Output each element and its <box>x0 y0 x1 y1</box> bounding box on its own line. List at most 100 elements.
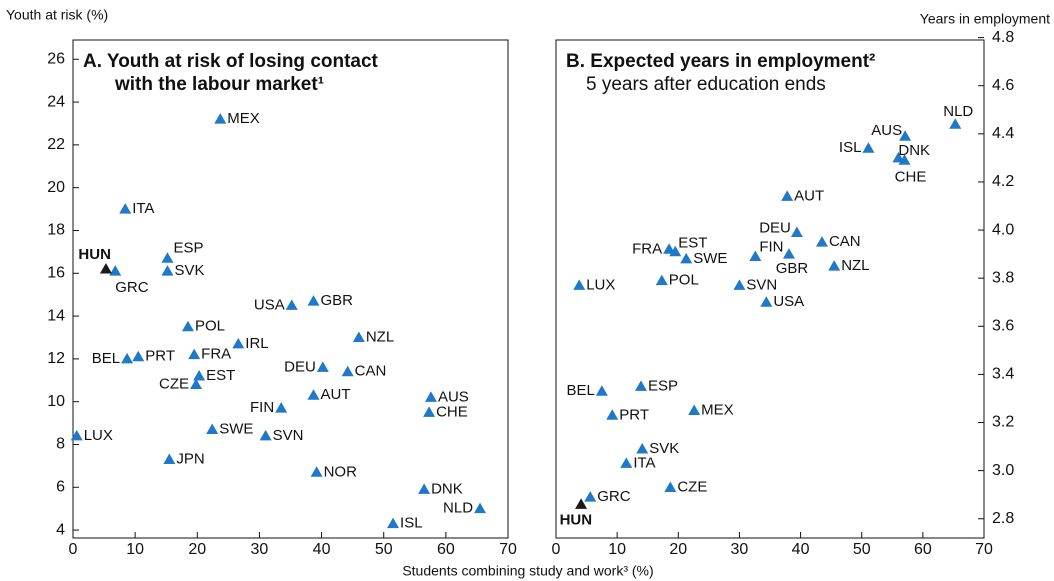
data-point <box>352 331 365 342</box>
point-label: CHE <box>895 168 927 185</box>
data-point <box>474 502 487 514</box>
point-label: ISL <box>400 515 423 532</box>
data-point <box>132 350 145 362</box>
point-label: LUX <box>586 276 615 293</box>
y-tick-label: 10 <box>47 393 65 410</box>
y-axis-title-left: Youth at risk (%) <box>6 7 108 23</box>
data-point <box>573 279 586 290</box>
y-tick-label: 16 <box>47 264 65 281</box>
point-label: USA <box>254 296 285 313</box>
point-label: MEX <box>701 401 734 418</box>
highlight-label: HUN <box>560 511 593 528</box>
point-label: NLD <box>443 500 473 517</box>
y-tick-label: 3.6 <box>992 318 1014 335</box>
point-label: FRA <box>632 240 662 257</box>
data-point <box>634 380 647 391</box>
point-label: CZE <box>677 478 707 495</box>
x-tick-label: 70 <box>499 541 517 558</box>
data-point <box>636 442 649 454</box>
point-label: PRT <box>145 348 175 365</box>
point-label: JPN <box>176 450 204 467</box>
y-tick-label: 12 <box>47 350 65 367</box>
point-label: BEL <box>92 350 120 367</box>
plot-frame <box>555 39 985 539</box>
x-tick-label: 40 <box>313 541 331 558</box>
y-tick-label: 20 <box>47 179 65 196</box>
point-label: GRC <box>597 488 631 505</box>
point-label: NLD <box>943 103 973 120</box>
point-label: DNK <box>898 142 930 159</box>
x-tick-label: 40 <box>792 541 810 558</box>
point-label: ESP <box>173 239 203 256</box>
data-point <box>655 274 668 286</box>
point-label: BEL <box>566 382 594 399</box>
y-tick-label: 3.4 <box>992 366 1014 383</box>
point-label: POL <box>669 272 699 289</box>
plot-frame <box>72 39 509 539</box>
data-point <box>733 279 746 290</box>
data-point <box>275 402 288 413</box>
point-label: FIN <box>759 238 783 255</box>
y-tick-label: 3.0 <box>992 462 1014 479</box>
point-label: SVK <box>174 262 204 279</box>
point-label: AUT <box>794 187 824 204</box>
y-tick-label: 4.0 <box>992 221 1014 238</box>
data-point <box>181 320 194 332</box>
point-label: SVN <box>273 427 304 444</box>
point-label: AUS <box>871 122 902 139</box>
data-point <box>307 389 320 400</box>
data-point <box>790 226 803 237</box>
data-point <box>669 245 682 257</box>
data-point <box>109 265 122 276</box>
y-tick-label: 4.8 <box>992 29 1014 46</box>
data-point <box>949 118 962 129</box>
data-point <box>584 491 597 502</box>
point-label: GBR <box>320 292 353 309</box>
y-tick-label: 8 <box>56 436 65 453</box>
panel-subtitle: with the labour market¹ <box>114 74 324 95</box>
point-label: LUX <box>84 427 113 444</box>
data-point <box>781 190 794 201</box>
highlight-label: HUN <box>78 246 111 263</box>
panel-title: A. Youth at risk of losing contact <box>83 51 379 72</box>
data-point <box>760 296 773 307</box>
data-point <box>782 248 795 259</box>
panel-subtitle: 5 years after education ends <box>586 74 826 95</box>
point-label: ITA <box>633 454 655 471</box>
x-tick-label: 30 <box>251 541 269 558</box>
x-tick-label: 20 <box>669 541 687 558</box>
y-tick-label: 14 <box>47 307 65 324</box>
data-point <box>316 361 329 372</box>
data-point <box>680 252 693 264</box>
point-label: CAN <box>829 233 861 250</box>
data-point <box>815 236 828 247</box>
x-tick-label: 60 <box>437 541 455 558</box>
data-point <box>188 348 201 360</box>
data-point <box>99 262 112 274</box>
x-axis-title: Students combining study and work³ (%) <box>402 563 653 579</box>
panel-title: B. Expected years in employment² <box>566 51 875 72</box>
x-tick-label: 30 <box>731 541 749 558</box>
point-label: SWE <box>693 250 727 267</box>
point-label: SWE <box>219 420 253 437</box>
data-point <box>620 457 633 468</box>
x-tick-label: 0 <box>552 541 561 558</box>
data-point <box>423 406 436 417</box>
data-point <box>161 252 174 263</box>
point-label: EST <box>206 367 235 384</box>
y-tick-label: 18 <box>47 222 65 239</box>
data-point <box>898 154 911 165</box>
point-label: SVN <box>746 276 777 293</box>
data-point <box>206 423 219 434</box>
point-label: SVK <box>649 440 679 457</box>
point-label: MEX <box>227 110 260 127</box>
data-point <box>285 299 298 310</box>
point-label: NZL <box>841 257 869 274</box>
point-label: GRC <box>115 279 149 296</box>
data-point <box>606 409 619 420</box>
point-label: FRA <box>201 346 231 363</box>
data-point <box>341 365 354 377</box>
point-label: DEU <box>284 358 316 375</box>
